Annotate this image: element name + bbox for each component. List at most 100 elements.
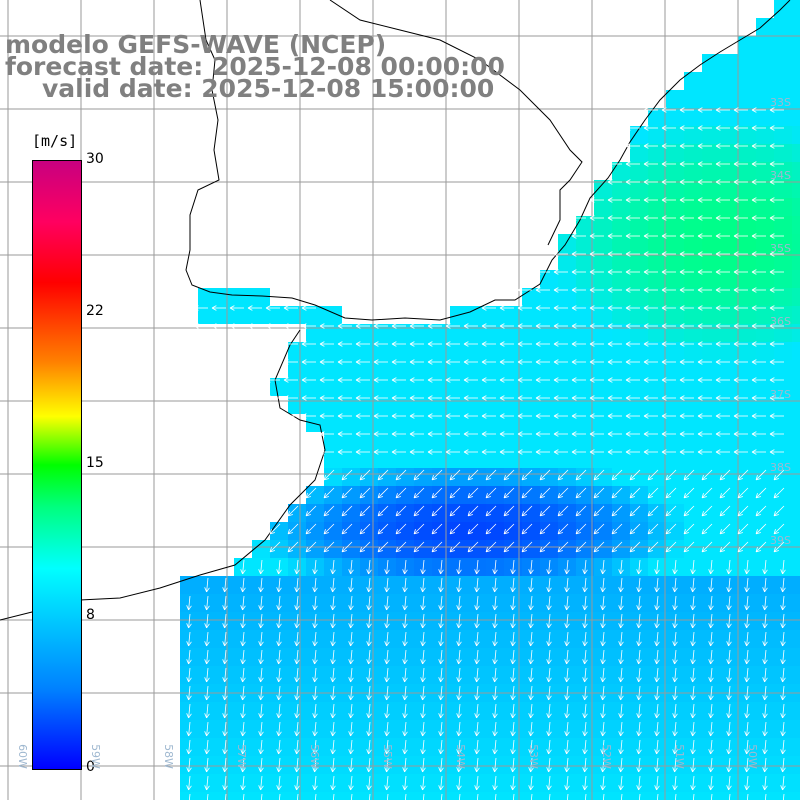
wind-arrow-head [294,785,297,791]
wind-arrow-head [602,677,606,683]
wind-arrow [242,703,245,718]
wind-arrow-head [764,785,768,791]
wind-arrow-head [690,731,693,737]
wind-arrow-head [762,749,765,755]
wind-arrow-head [312,605,315,611]
wind-arrow [602,559,605,574]
wind-arrow-head [420,767,423,773]
field-cell [774,90,792,108]
wind-arrow-head [683,532,690,535]
field-cell [666,432,684,450]
wind-arrow-head [629,474,632,481]
wind-arrow-head [546,695,549,701]
field-cell [648,108,666,126]
wind-arrow-head [431,474,434,481]
wind-arrow [665,505,677,517]
wind-arrow [260,721,263,736]
wind-arrow-head [440,605,444,611]
wind-arrow-head [607,413,613,417]
wind-arrow-head [402,713,405,719]
wind-arrow-head [697,217,703,221]
wind-arrow-head [224,785,228,791]
wind-arrow-head [242,731,246,737]
wind-arrow-head [571,433,577,437]
wind-arrow-head [348,749,351,755]
field-cell [720,792,738,800]
wind-arrow [620,703,623,718]
wind-arrow-head [517,343,523,347]
wind-arrow-head [312,749,315,755]
wind-arrow-head [719,510,722,517]
field-cell [378,468,396,486]
wind-arrow-head [600,605,603,611]
wind-arrow-head [715,127,721,131]
wind-arrow [566,739,569,754]
wind-arrow-head [618,713,621,719]
wind-arrow-head [422,641,426,647]
wind-arrow-head [467,528,470,535]
field-cell [684,216,702,234]
wind-arrow [278,793,281,800]
wind-arrow-head [602,569,606,575]
wind-arrow-head [751,145,757,149]
wind-arrow-head [323,546,326,553]
wind-arrow [287,523,299,535]
field-cell [684,468,702,486]
wind-arrow-head [683,496,690,499]
wind-arrow-head [733,217,739,221]
wind-arrow-head [528,569,531,575]
wind-arrow-head [458,569,462,575]
wind-arrow-head [607,289,613,293]
wind-arrow [314,559,317,574]
wind-arrow-head [499,323,505,327]
wind-arrow-head [755,510,758,517]
wind-arrow [350,667,353,682]
wind-arrow-head [564,587,567,593]
wind-arrow-head [206,677,210,683]
wind-arrow-head [584,785,588,791]
field-cell [540,450,558,468]
wind-arrow-head [620,677,624,683]
wind-arrow-head [485,546,488,553]
latitude-label: 34S [770,169,791,182]
wind-arrow-head [697,359,703,363]
wind-arrow-head [654,569,657,575]
field-cell [468,792,486,800]
wind-arrow-head [546,641,549,647]
wind-arrow-head [672,623,675,629]
wind-arrow-head [746,569,750,575]
wind-arrow-head [301,307,307,311]
wind-arrow-head [780,785,783,791]
field-cell [756,108,774,126]
wind-arrow-head [546,677,549,683]
wind-arrow-head [530,659,534,665]
field-cell [738,378,756,396]
wind-arrow-head [458,677,462,683]
wind-arrow-head [618,587,621,593]
wind-arrow-head [726,641,729,647]
wind-arrow [665,487,677,499]
wind-arrow-head [492,731,495,737]
wind-arrow-head [366,623,369,629]
wind-arrow-head [625,287,631,291]
wind-arrow [620,667,623,682]
wind-arrow-head [672,713,675,719]
wind-arrow-head [265,323,271,327]
wind-arrow-head [661,287,667,291]
field-cell [396,540,414,558]
wind-arrow-head [188,767,192,773]
wind-arrow-head [402,569,405,575]
field-cell [648,450,666,468]
wind-arrow-head [638,695,642,701]
wind-arrow-head [294,623,297,629]
wind-arrow [458,595,461,610]
wind-arrow-head [737,492,740,499]
wind-arrow [494,559,497,574]
wind-arrow [377,469,389,481]
field-cell [414,342,432,360]
wind-arrow [314,703,317,718]
wind-arrow-head [708,749,711,755]
wind-arrow-head [276,677,279,683]
wind-arrow-head [690,785,693,791]
wind-arrow [476,775,479,790]
